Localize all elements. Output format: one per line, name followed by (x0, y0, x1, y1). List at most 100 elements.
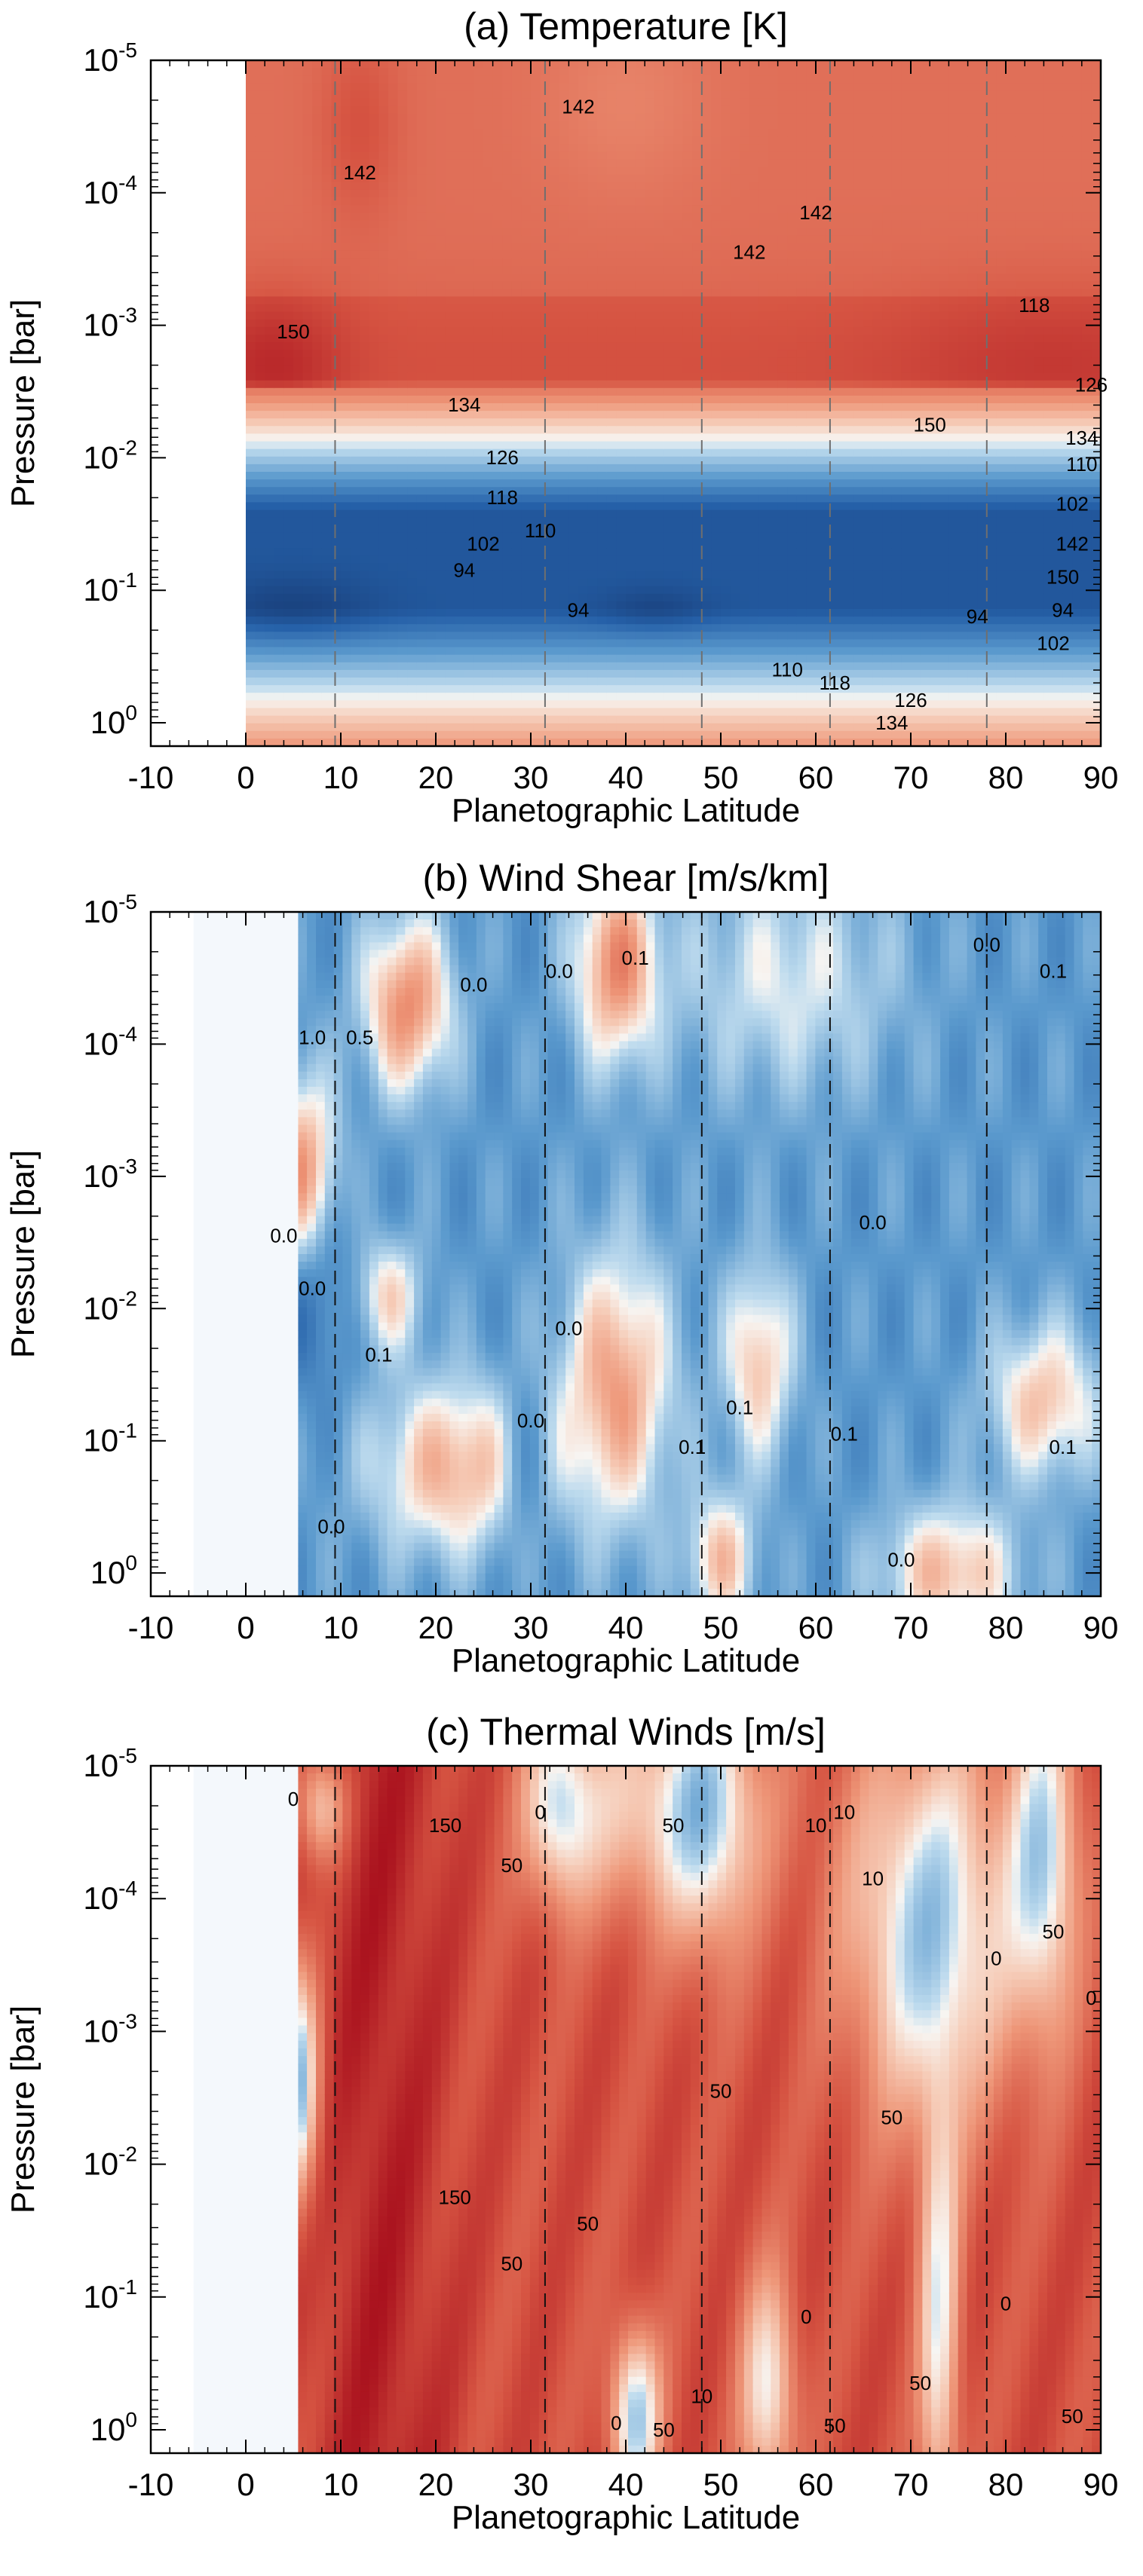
contour-label: 110 (525, 519, 556, 542)
y-tick-label: 10-5 (83, 38, 137, 78)
x-tick-label: 30 (513, 1610, 549, 1645)
x-axis-label: Planetographic Latitude (452, 1642, 800, 1679)
contour-label: 94 (1052, 598, 1074, 621)
contour-label: 50 (881, 2106, 902, 2129)
chart-title: (b) Wind Shear [m/s/km] (423, 857, 829, 899)
x-tick-label: -10 (128, 2467, 174, 2502)
contour-label: 150 (439, 2186, 471, 2208)
contour-label: 0.0 (887, 1548, 915, 1571)
y-tick-label: 10-2 (83, 436, 137, 475)
contour-label: 50 (1043, 1920, 1065, 1943)
y-tick-label: 10-3 (83, 1155, 137, 1194)
contour-label: 142 (562, 95, 594, 118)
contour-label: 0.1 (622, 947, 649, 969)
contour-label: 0.1 (1040, 960, 1067, 983)
contour-label: 118 (1019, 294, 1050, 317)
contour-label: 10 (805, 1814, 827, 1837)
contour-label: 0.0 (317, 1515, 345, 1537)
contour-label: 134 (875, 711, 908, 734)
y-tick-label: 100 (90, 701, 137, 740)
contour-label: 126 (486, 446, 519, 469)
x-tick-label: 80 (988, 760, 1024, 795)
y-tick-label: 10-5 (83, 1744, 137, 1783)
y-tick-label: 10-5 (83, 890, 137, 929)
contour-label: 10 (691, 2385, 712, 2408)
heatmap-field (298, 912, 1102, 1597)
y-tick-label: 10-1 (83, 1419, 137, 1458)
y-tick-label: 10-3 (83, 304, 137, 343)
x-tick-label: 10 (323, 760, 359, 795)
x-tick-label: 40 (608, 1610, 644, 1645)
contour-label: 50 (653, 2418, 675, 2441)
contour-label: 0.5 (346, 1026, 373, 1048)
contour-label: 142 (344, 161, 376, 184)
y-tick-label: 10-4 (83, 1022, 137, 1061)
contour-label: 0 (611, 2412, 621, 2434)
x-tick-label: 70 (893, 760, 929, 795)
y-axis-label: Pressure [bar] (5, 2005, 41, 2213)
contour-label: 50 (501, 1854, 522, 1877)
x-tick-label: 30 (513, 2467, 549, 2502)
contour-label: 0 (535, 1800, 545, 1823)
contour-label: 102 (1037, 632, 1069, 654)
contour-label: 0 (801, 2305, 811, 2328)
contour-label: 0.0 (270, 1225, 297, 1247)
x-tick-label: -10 (128, 760, 174, 795)
x-tick-label: 60 (798, 760, 834, 795)
chart-title: (c) Thermal Winds [m/s] (426, 1711, 826, 1753)
contour-label: 126 (894, 689, 927, 711)
x-tick-label: 20 (418, 1610, 454, 1645)
x-axis: -10 0 10 20 30 40 50 60 70 80 90 (128, 60, 1119, 795)
contour-label: 1.0 (299, 1026, 326, 1048)
x-axis-label: Planetographic Latitude (452, 792, 800, 829)
x-axis-label: Planetographic Latitude (452, 2499, 800, 2536)
y-tick-label: 100 (90, 1551, 137, 1590)
no-data-region (193, 1766, 299, 2453)
contour-label: 134 (1065, 427, 1098, 449)
x-tick-label: 10 (323, 2467, 359, 2502)
x-tick-label: 10 (323, 1610, 359, 1645)
contour-labels: 0 150 50 50 0 10 10 0 10 50 150 50 50 50 50 0 10 0 50 50 50 0… (288, 1788, 1097, 2441)
contour-label: 142 (799, 201, 832, 224)
y-axis-label: Pressure [bar] (5, 1150, 41, 1358)
x-tick-label: 40 (608, 2467, 644, 2502)
x-axis: -10 0 10 20 30 40 50 60 70 80 90 (128, 1766, 1118, 2502)
contour-label: 10 (833, 1800, 855, 1823)
contour-label: 50 (710, 2079, 732, 2102)
contour-label: 50 (1062, 2405, 1083, 2428)
contour-label: 150 (277, 320, 309, 343)
x-tick-label: 0 (237, 760, 254, 795)
contour-labels: 1.0 0.5 0.0 0.1 0.0 0.0 0.1 0.0 0.0 0.1 0.0 0.0 0.1 0… (270, 934, 1076, 1571)
contour-label: 0.0 (546, 960, 573, 983)
x-tick-label: 20 (418, 2467, 454, 2502)
contour-label: 126 (1075, 374, 1108, 396)
y-tick-label: 10-1 (83, 2275, 137, 2314)
contour-label: 50 (663, 1814, 685, 1837)
y-tick-label: 100 (90, 2408, 137, 2447)
x-tick-label: 90 (1083, 760, 1119, 795)
contour-label: 0.0 (555, 1317, 582, 1339)
x-tick-label: 80 (988, 1610, 1024, 1645)
contour-label: 50 (577, 2213, 599, 2235)
chart-panel-3: (c) Thermal Winds [m/s]01505050010100105… (5, 1711, 1118, 2536)
contour-label: 142 (1056, 532, 1089, 555)
x-tick-label: 70 (893, 2467, 929, 2502)
x-axis: -10 0 10 20 30 40 50 60 70 80 90 (128, 912, 1118, 1645)
heatmap-field (298, 1766, 1102, 2454)
contour-label: 50 (824, 2414, 846, 2437)
contour-label: 102 (467, 532, 499, 555)
y-tick-label: 10-2 (83, 1286, 137, 1326)
contour-label: 0 (288, 1788, 299, 1810)
x-tick-label: 50 (703, 1610, 739, 1645)
contour-label: 0.0 (460, 973, 487, 996)
x-tick-label: 70 (893, 1610, 929, 1645)
contour-label: 94 (453, 559, 475, 582)
y-axis: 10-5 10-4 10-3 10-2 10-1 100 (83, 890, 1101, 1590)
contour-label: 0.0 (860, 1211, 887, 1234)
y-axis: 10-5 10-4 10-3 10-2 10-1 100 (83, 38, 1101, 740)
x-tick-label: 0 (237, 2467, 254, 2502)
y-tick-label: 10-1 (83, 568, 137, 607)
contour-label: 0.1 (365, 1343, 392, 1366)
